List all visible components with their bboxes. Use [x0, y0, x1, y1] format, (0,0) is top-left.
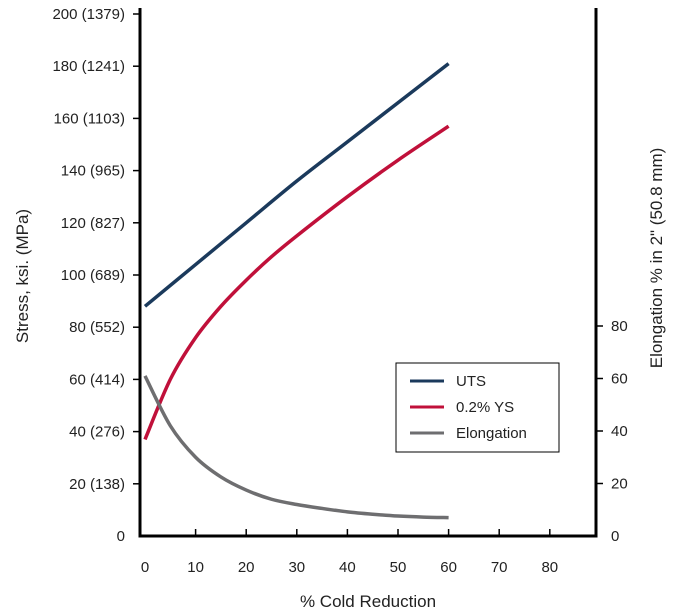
y-right-tick-label: 20 — [611, 476, 628, 493]
series-line-uts — [143, 62, 450, 308]
y-right-tick-label: 80 — [611, 318, 628, 335]
y-left-tick-label: 140 (965) — [61, 163, 125, 180]
y-left-tick-label: 200 (1379) — [52, 6, 125, 23]
y-right-tick-label: 0 — [611, 528, 619, 545]
y-axis-right-title: Elongation % in 2" (50.8 mm) — [647, 148, 666, 369]
y-left-tick-label: 160 (1103) — [54, 110, 125, 127]
x-tick-label: 50 — [390, 559, 407, 576]
y-axis-left-title: Stress, ksi. (MPa) — [13, 209, 32, 343]
x-tick-label: 30 — [288, 559, 305, 576]
legend-label-0-2-ys: 0.2% YS — [456, 399, 514, 416]
axes — [133, 8, 603, 538]
x-tick-label: 0 — [141, 559, 149, 576]
y-left-tick-label: 0 — [117, 528, 125, 545]
y-left-tick-label: 40 (276) — [69, 424, 125, 441]
y-left-tick-label: 60 (414) — [69, 371, 125, 388]
series-lines — [143, 62, 450, 520]
x-tick-label: 70 — [491, 559, 508, 576]
y-left-tick-label: 180 (1241) — [52, 58, 125, 75]
legend-label-uts: UTS — [456, 373, 486, 390]
series-line-elongation — [143, 375, 449, 520]
y-right-tick-label: 40 — [611, 423, 628, 440]
legend-label-elongation: Elongation — [456, 425, 527, 442]
x-tick-label: 60 — [440, 559, 457, 576]
y-left-tick-label: 120 (827) — [61, 215, 125, 232]
y-right-tick-label: 60 — [611, 371, 628, 388]
x-tick-label: 40 — [339, 559, 356, 576]
x-tick-label: 20 — [238, 559, 255, 576]
x-tick-label: 80 — [541, 559, 558, 576]
y-left-tick-label: 20 (138) — [69, 476, 125, 493]
tick-labels: 0 20 (138) 40 (276) 60 (414) 80 (552) 100 (68… — [52, 6, 627, 576]
legend: UTS 0.2% YS Elongation — [395, 362, 560, 453]
x-tick-label: 10 — [187, 559, 204, 576]
x-axis-title: % Cold Reduction — [300, 592, 436, 611]
y-left-tick-label: 100 (689) — [61, 267, 125, 284]
series-line-0-2-ys — [143, 124, 450, 441]
y-left-tick-label: 80 (552) — [69, 319, 125, 336]
